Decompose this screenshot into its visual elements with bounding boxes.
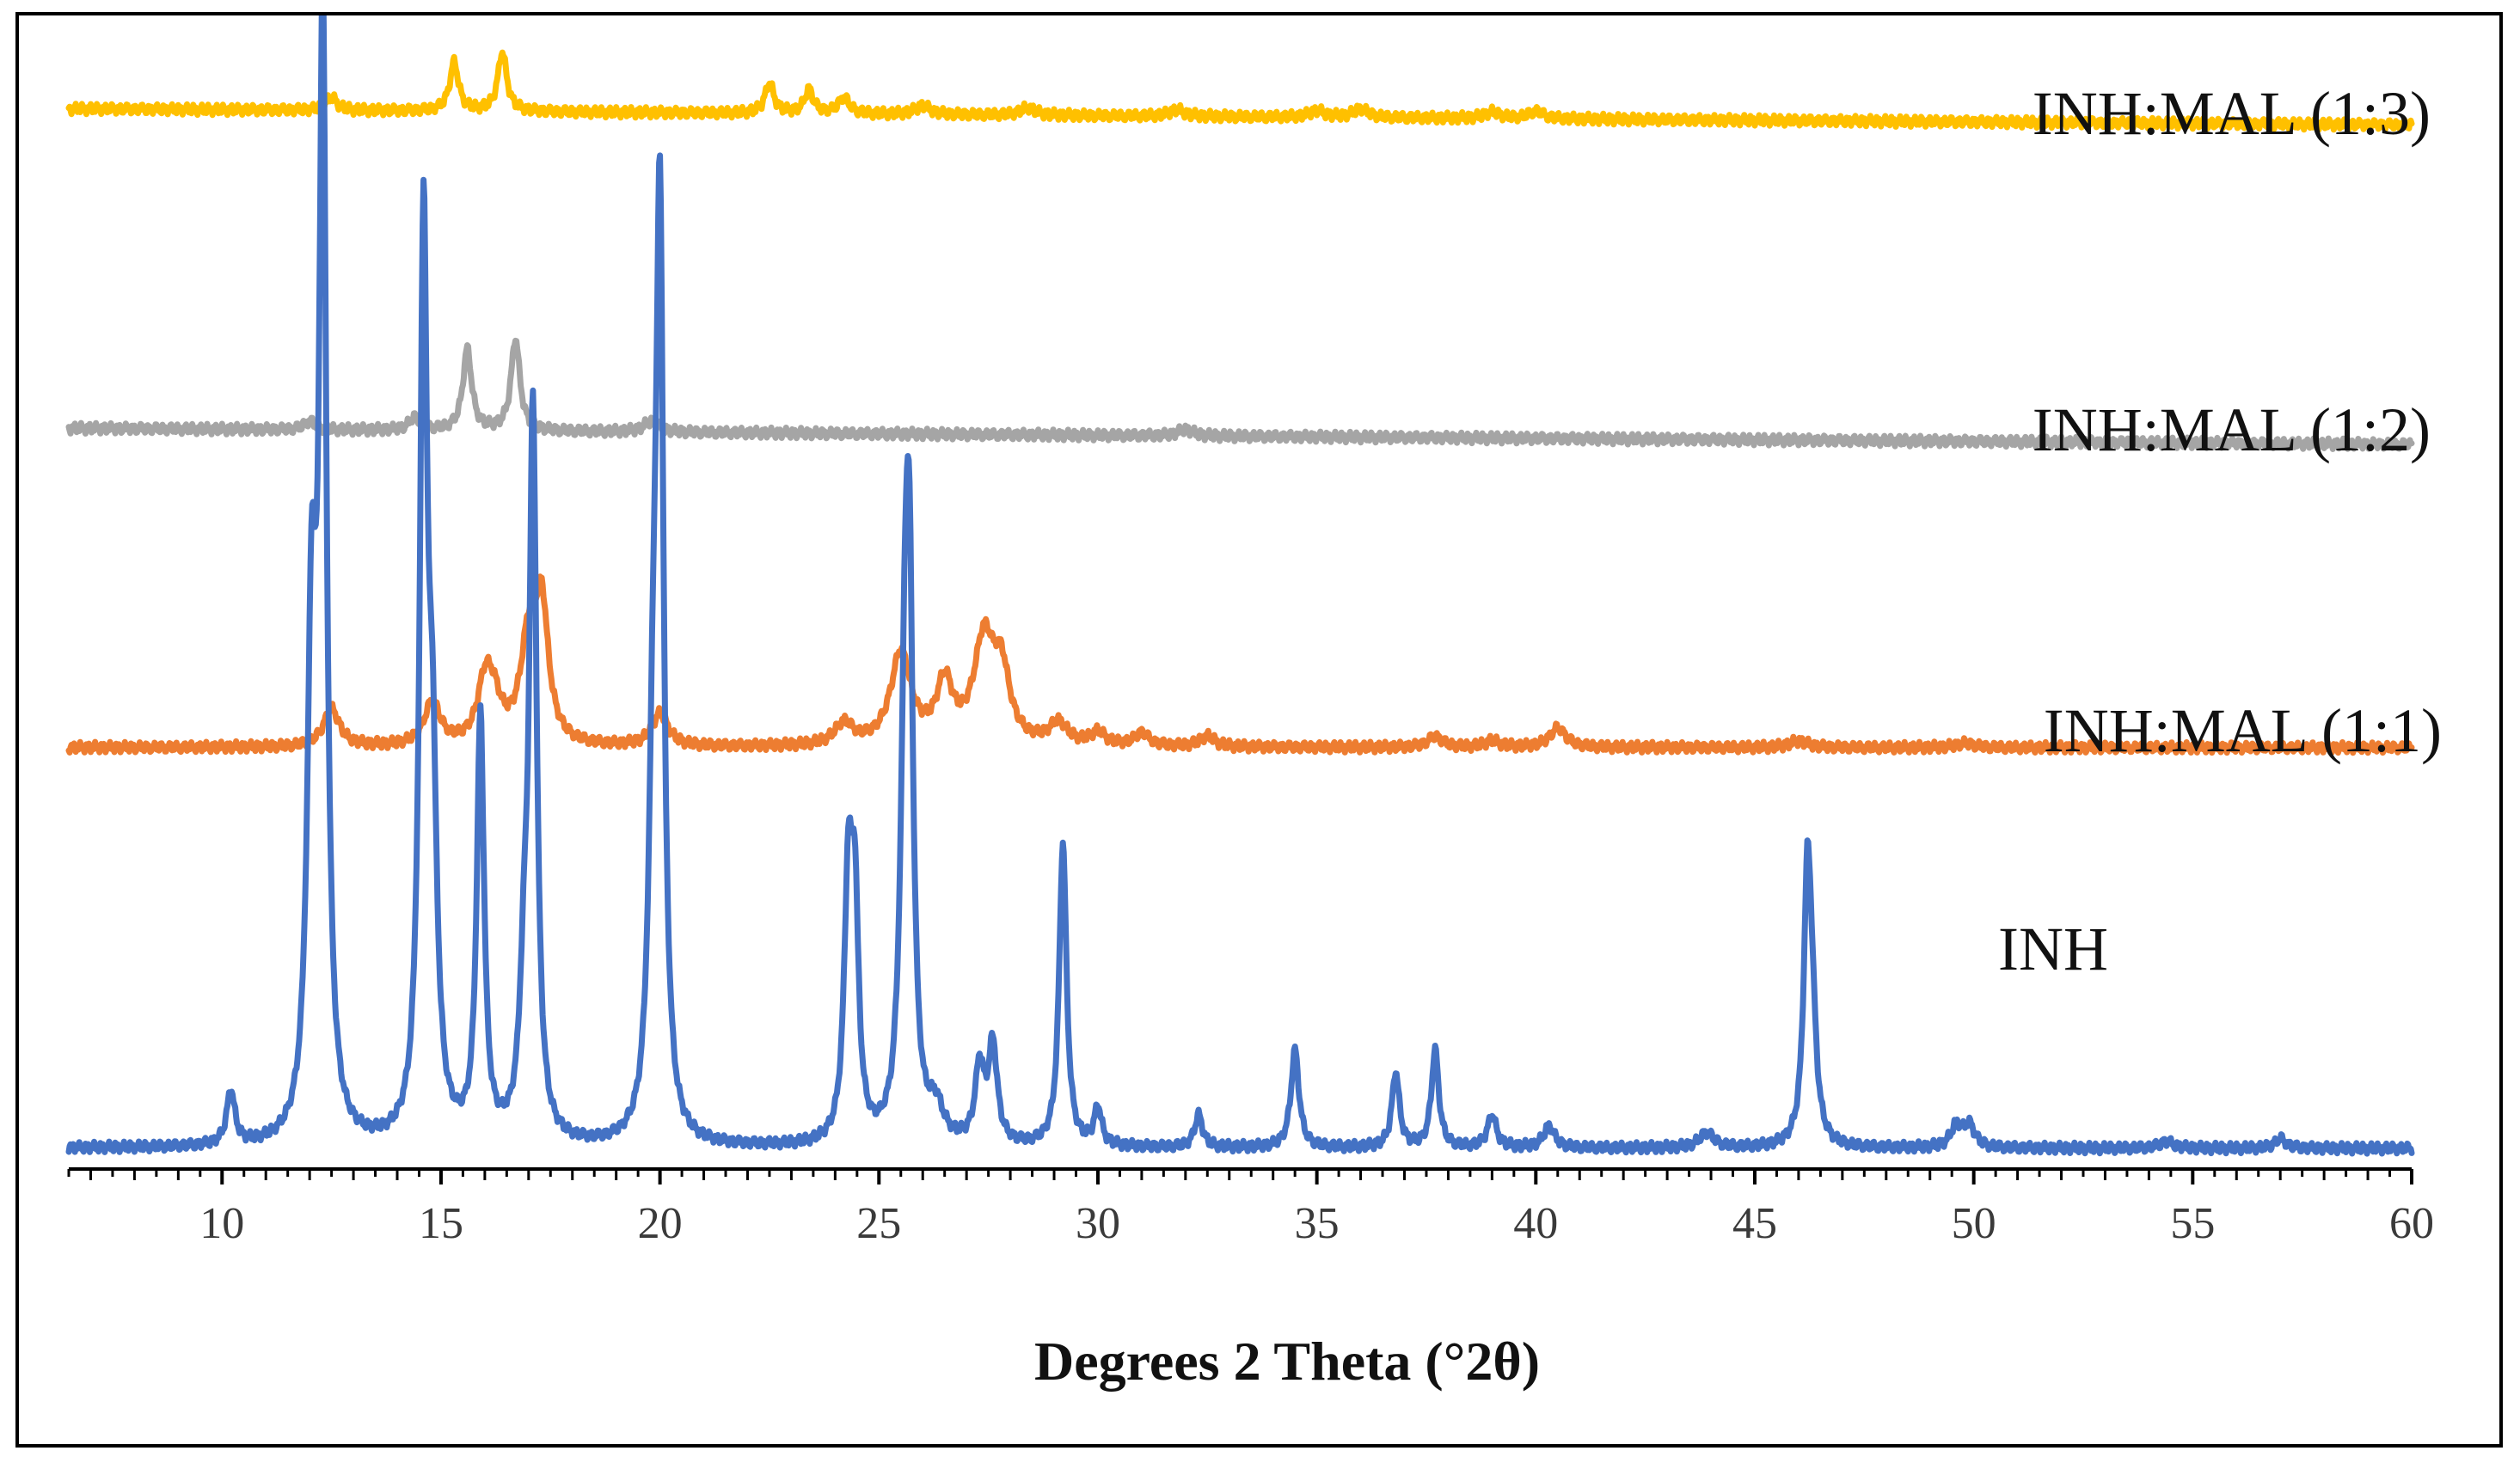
series-layer: [65, 15, 2415, 1157]
series-labels: INH:MAL (1:3) INH:MAL (1:2) INH:MAL (1:1) I…: [1998, 79, 2442, 983]
series-line-inh-mal-1-2-: [65, 337, 2415, 452]
x-tick-label: 15: [419, 1199, 463, 1248]
series-line-inh: [65, 15, 2415, 1157]
x-axis-title: Degrees 2 Theta (°2θ): [1034, 1331, 1540, 1392]
x-tick-label: 30: [1076, 1199, 1120, 1248]
x-tick-label: 60: [2389, 1199, 2434, 1248]
series-label: INH:MAL (1:3): [2033, 79, 2431, 148]
x-tick-label: 45: [1732, 1199, 1777, 1248]
x-tick-label: 25: [856, 1199, 901, 1248]
x-tick-label: 55: [2170, 1199, 2215, 1248]
series-label: INH: [1998, 915, 2108, 983]
series-label: INH:MAL (1:1): [2044, 696, 2442, 765]
x-tick-label: 40: [1513, 1199, 1558, 1248]
chart-frame: INH:MAL (1:3) INH:MAL (1:2) INH:MAL (1:1) I…: [15, 12, 2503, 1448]
x-tick-label: 20: [638, 1199, 683, 1248]
x-axis: 10 15 20 25 30 35 40 45 50 55 60: [67, 1167, 2434, 1248]
series-line-inh-mal-1-1-: [65, 573, 2415, 756]
series-label: INH:MAL (1:2): [2033, 395, 2431, 464]
x-tick-label: 50: [1952, 1199, 1996, 1248]
series-line-inh-mal-1-3-: [65, 49, 2415, 133]
xrd-chart: INH:MAL (1:3) INH:MAL (1:2) INH:MAL (1:1) I…: [65, 15, 2442, 1392]
x-tick-label: 10: [199, 1199, 244, 1248]
x-tick-label: 35: [1295, 1199, 1340, 1248]
